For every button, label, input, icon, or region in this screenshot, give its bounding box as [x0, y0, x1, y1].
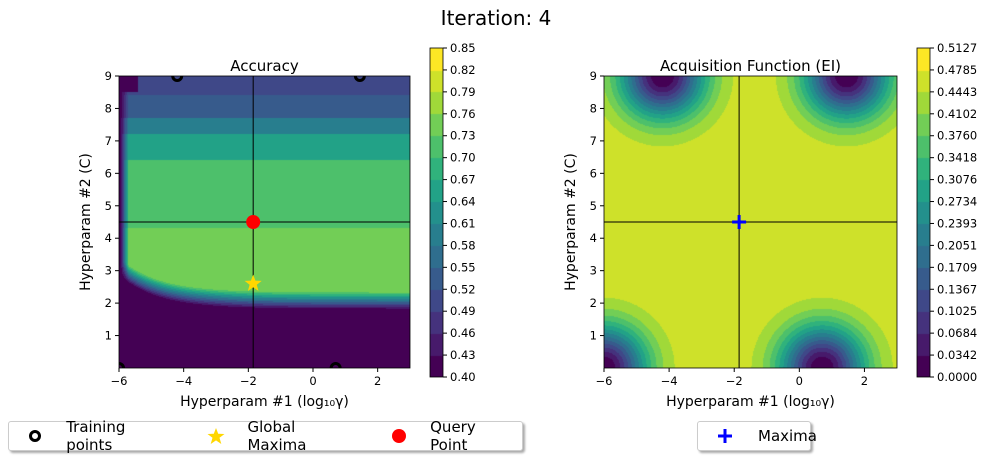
- figure-title: Iteration: 4: [441, 6, 552, 30]
- y-axis-label: Hyperparam #2 (C): [78, 153, 94, 291]
- y-tick-label: 2: [590, 296, 597, 310]
- colorbar-tick-label: 0.1025: [937, 304, 977, 318]
- colorbar-tick-label: 0.2051: [937, 238, 977, 252]
- legend-item-global-maxima: Global Maxima: [204, 418, 347, 454]
- colorbar-tick-label: 0.2393: [937, 216, 977, 230]
- query-point: [246, 215, 261, 229]
- query-point-icon: [387, 428, 410, 444]
- legend-label: Training points: [66, 418, 126, 454]
- colorbar-tick-label: 0.0000: [937, 370, 977, 384]
- x-tick-label: −4: [661, 374, 678, 388]
- colorbar-tick-label: 0.4102: [937, 107, 977, 121]
- y-axis-label: Hyperparam #2 (C): [563, 153, 579, 291]
- training-point: [329, 362, 342, 368]
- accuracy-plot: Accuracy −6 −4 −2 0 2 1 2 3 4 5 6 7 8 9 Hyperparam #1 (…: [78, 57, 411, 410]
- colorbar-tick-label: 0.0684: [937, 326, 977, 340]
- colorbar-tick-label: 0.4785: [937, 63, 977, 77]
- training-point: [353, 76, 366, 82]
- colorbar-frame: [916, 47, 931, 378]
- star-icon: [204, 427, 227, 445]
- y-tick-label: 8: [590, 101, 597, 115]
- legend-label: Query Point: [430, 418, 476, 454]
- y-tick-label: 7: [590, 134, 597, 148]
- colorbar-tick-label: 0.1709: [937, 260, 977, 274]
- x-tick-label: −2: [240, 374, 257, 388]
- x-tick-label: −2: [726, 374, 743, 388]
- y-tick-label: 3: [105, 264, 112, 278]
- colorbar-tick-label: 0.64: [450, 195, 476, 209]
- colorbar-tick-label: 0.70: [450, 151, 476, 165]
- colorbar-tick-label: 0.40: [450, 370, 476, 384]
- x-tick-label: −4: [175, 374, 192, 388]
- legend-label: Global Maxima: [247, 418, 307, 454]
- colorbar-frame: [429, 47, 444, 378]
- x-tick-label: 0: [796, 374, 803, 388]
- y-tick-label: 6: [590, 166, 597, 180]
- colorbar-tick-label: 0.79: [450, 85, 476, 99]
- colorbar-tick-label: 0.76: [450, 107, 476, 121]
- colorbar-tick-label: 0.52: [450, 282, 476, 296]
- y-tick-label: 5: [590, 199, 597, 213]
- y-tick-label: 9: [590, 69, 597, 83]
- accuracy-legend: Training points Global Maxima Query Poin…: [8, 418, 523, 454]
- x-tick-label: 2: [374, 374, 381, 388]
- y-tick-label: 9: [105, 69, 112, 83]
- colorbar-tick-label: 0.2734: [937, 195, 977, 209]
- colorbar-tick-label: 0.82: [450, 63, 476, 77]
- y-tick-label: 4: [590, 231, 597, 245]
- legend-item-maxima: Maxima: [712, 427, 817, 445]
- x-axis-label: Hyperparam #1 (log₁₀γ): [180, 394, 349, 410]
- subplot-title: Acquisition Function (EI): [660, 57, 841, 75]
- y-tick-label: 8: [105, 101, 112, 115]
- y-tick-label: 1: [590, 329, 597, 343]
- maxima-marker: [732, 215, 747, 229]
- colorbar-tick-label: 0.3076: [937, 173, 977, 187]
- y-tick-label: 2: [105, 296, 112, 310]
- subplot-title: Accuracy: [230, 57, 299, 75]
- x-tick-label: −6: [596, 374, 613, 388]
- training-point-icon: [23, 429, 46, 443]
- colorbar-tick-label: 0.46: [450, 326, 476, 340]
- x-axis-label: Hyperparam #1 (log₁₀γ): [666, 394, 835, 410]
- colorbar-tick-label: 0.3418: [937, 151, 977, 165]
- colorbar-tick-label: 0.61: [450, 216, 476, 230]
- colorbar-tick-label: 0.55: [450, 260, 476, 274]
- y-tick-label: 7: [105, 134, 112, 148]
- legend-item-query-point: Query Point: [387, 418, 508, 454]
- ei-legend: Maxima: [697, 421, 817, 451]
- x-tick-label: 2: [861, 374, 868, 388]
- colorbar-tick-label: 0.3760: [937, 129, 977, 143]
- training-point: [171, 76, 184, 82]
- x-tick-label: −6: [111, 374, 128, 388]
- ei-colorbar: [917, 48, 930, 377]
- y-tick-label: 4: [105, 231, 112, 245]
- colorbar-tick-label: 0.43: [450, 348, 476, 362]
- colorbar-tick-label: 0.0342: [937, 348, 977, 362]
- colorbar-tick-label: 0.4443: [937, 85, 977, 99]
- accuracy-colorbar: [430, 48, 443, 377]
- legend-item-training-points: Training points: [23, 418, 164, 454]
- colorbar-tick-label: 0.1367: [937, 282, 977, 296]
- colorbar-tick-label: 0.58: [450, 238, 476, 252]
- y-tick-label: 5: [105, 199, 112, 213]
- x-tick-label: 0: [309, 374, 316, 388]
- colorbar-tick-label: 0.49: [450, 304, 476, 318]
- colorbar-tick-label: 0.67: [450, 173, 476, 187]
- colorbar-tick-label: 0.5127: [937, 41, 977, 55]
- colorbar-tick-label: 0.73: [450, 129, 476, 143]
- colorbar-tick-label: 0.85: [450, 41, 476, 55]
- y-tick-label: 1: [105, 329, 112, 343]
- legend-label: Maxima: [758, 427, 817, 445]
- global-maxima-star: [244, 274, 262, 291]
- ei-plot: Acquisition Function (EI) −6 −4 −2 0 2 1 2 3 4 5 6 7…: [563, 57, 898, 410]
- y-tick-label: 6: [105, 166, 112, 180]
- y-tick-label: 3: [590, 264, 597, 278]
- plus-icon: [712, 428, 738, 444]
